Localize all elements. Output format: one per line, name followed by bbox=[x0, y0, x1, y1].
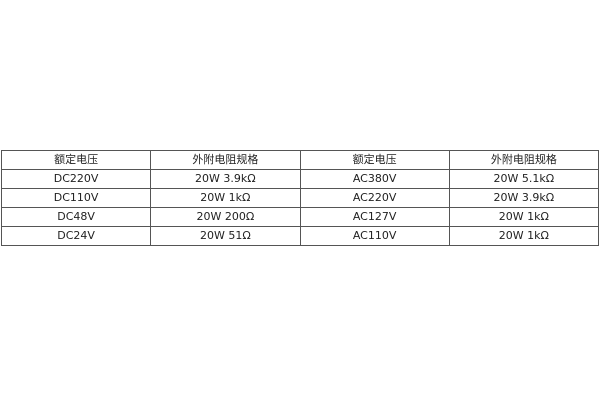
cell: 20W 5.1kΩ bbox=[448, 169, 600, 189]
cell: 20W 1kΩ bbox=[448, 207, 600, 227]
cell: 20W 51Ω bbox=[150, 226, 301, 246]
cell: DC24V bbox=[0, 226, 152, 246]
header-rated-voltage: 额定电压 bbox=[299, 150, 450, 170]
cell: 20W 200Ω bbox=[150, 207, 301, 227]
cell: DC48V bbox=[0, 207, 152, 227]
cell: 20W 1kΩ bbox=[150, 188, 301, 208]
table-row: DC220V 20W 3.9kΩ AC380V 20W 5.1kΩ bbox=[0, 169, 600, 189]
header-external-resistor: 外附电阻规格 bbox=[150, 150, 301, 170]
cell: DC110V bbox=[0, 188, 152, 208]
header-rated-voltage: 额定电压 bbox=[0, 150, 152, 170]
table-row: DC48V 20W 200Ω AC127V 20W 1kΩ bbox=[0, 207, 600, 227]
cell: AC127V bbox=[299, 207, 450, 227]
cell: AC220V bbox=[299, 188, 450, 208]
table-row: DC110V 20W 1kΩ AC220V 20W 3.9kΩ bbox=[0, 188, 600, 208]
header-external-resistor: 外附电阻规格 bbox=[448, 150, 600, 170]
resistor-spec-table: 额定电压 外附电阻规格 额定电压 外附电阻规格 DC220V 20W 3.9kΩ… bbox=[0, 150, 600, 246]
cell: AC110V bbox=[299, 226, 450, 246]
cell: 20W 3.9kΩ bbox=[150, 169, 301, 189]
table-row: DC24V 20W 51Ω AC110V 20W 1kΩ bbox=[0, 226, 600, 246]
cell: 20W 1kΩ bbox=[448, 226, 600, 246]
cell: DC220V bbox=[0, 169, 152, 189]
cell: AC380V bbox=[299, 169, 450, 189]
table-header-row: 额定电压 外附电阻规格 额定电压 外附电阻规格 bbox=[0, 150, 600, 170]
cell: 20W 3.9kΩ bbox=[448, 188, 600, 208]
